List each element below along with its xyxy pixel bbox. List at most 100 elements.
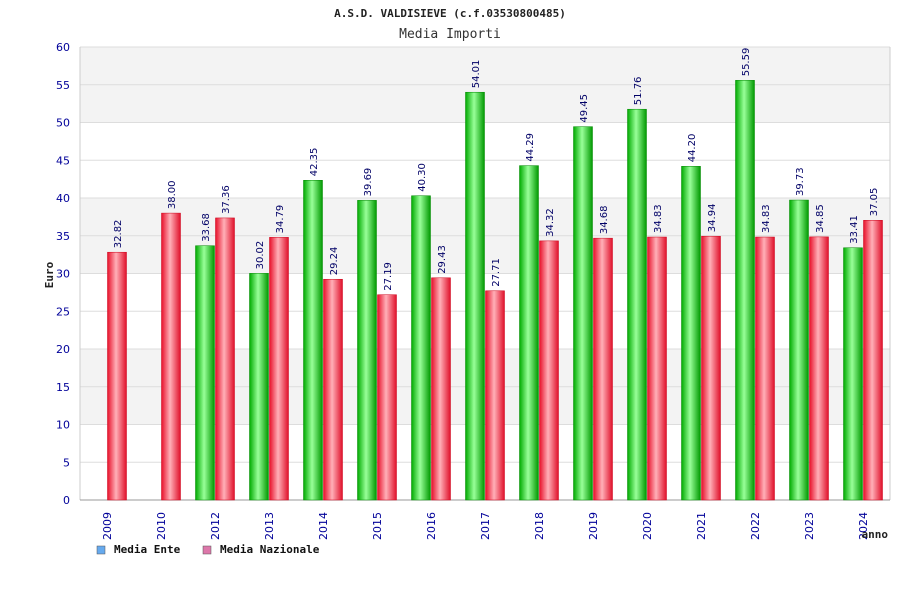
value-label: 34.68 — [599, 206, 610, 235]
x-tick-label: 2013 — [263, 512, 276, 540]
bar-media-ente-2015 — [357, 200, 377, 501]
y-tick-label: 10 — [56, 419, 70, 432]
bar-media-ente-2017 — [465, 91, 485, 501]
y-tick-label: 0 — [63, 494, 70, 507]
grid-band — [80, 235, 890, 274]
bar-media-nazionale-2014 — [323, 278, 343, 501]
grid-band — [80, 84, 890, 123]
bar-media-ente-2023 — [789, 199, 809, 501]
bar-media-nazionale-2020 — [647, 236, 667, 501]
y-tick-label: 55 — [56, 79, 70, 92]
grid-band — [80, 47, 890, 85]
bar-media-nazionale-2010 — [161, 212, 181, 501]
bar-media-ente-2012 — [195, 245, 215, 501]
bar-media-nazionale-2009 — [107, 251, 127, 501]
bar-media-ente-2024 — [843, 247, 863, 501]
value-label: 29.24 — [329, 247, 340, 276]
x-tick-label: 2023 — [803, 512, 816, 540]
legend-label-media-ente: Media Ente — [114, 543, 181, 556]
value-label: 39.69 — [363, 168, 374, 197]
x-tick-label: 2019 — [587, 512, 600, 540]
x-tick-label: 2009 — [101, 512, 114, 540]
x-tick-label: 2022 — [749, 512, 762, 540]
value-label: 32.82 — [113, 220, 124, 249]
y-tick-label: 50 — [56, 117, 70, 130]
legend: Media Ente Media Nazionale — [96, 543, 320, 556]
value-label: 27.71 — [491, 258, 502, 287]
value-label: 33.68 — [201, 213, 212, 242]
bar-media-nazionale-2022 — [755, 236, 775, 501]
y-tick-label: 35 — [56, 230, 70, 243]
value-label: 30.02 — [255, 241, 266, 270]
bar-media-ente-2022 — [735, 80, 755, 501]
value-label: 38.00 — [167, 180, 178, 209]
value-label: 55.59 — [741, 48, 752, 77]
bar-media-nazionale-2024 — [863, 220, 883, 501]
y-axis-title: Euro — [43, 261, 56, 288]
value-label: 51.76 — [633, 77, 644, 106]
value-label: 33.41 — [849, 215, 860, 244]
grid-band — [80, 198, 890, 236]
value-labels: 33.68 30.02 42.35 39.69 40.30 54.01 44.29 49.45… — [113, 48, 880, 291]
plot-frame — [79, 47, 891, 501]
y-tick-label: 45 — [56, 154, 70, 167]
x-tick-label: 2017 — [479, 512, 492, 540]
x-tick-label: 2016 — [425, 512, 438, 540]
x-axis-ticks: 2009 2010 2012 2013 2014 2015 2016 2017 2018 2019… — [101, 512, 870, 540]
value-label: 34.83 — [653, 204, 664, 233]
x-tick-label: 2012 — [209, 512, 222, 540]
value-label: 39.73 — [795, 167, 806, 196]
y-tick-label: 20 — [56, 343, 70, 356]
legend-swatch-media-ente — [96, 545, 106, 555]
bar-media-ente-2014 — [303, 180, 323, 501]
x-tick-label: 2014 — [317, 512, 330, 540]
grid-band — [80, 122, 890, 161]
bar-media-ente-2019 — [573, 126, 593, 501]
grid-band — [80, 311, 890, 349]
bar-media-nazionale-2012 — [215, 217, 235, 501]
bar-media-nazionale-2013 — [269, 237, 289, 501]
grid-band — [80, 160, 890, 198]
grid-bands — [80, 47, 890, 500]
x-axis-title: anno — [862, 528, 889, 541]
value-label: 54.01 — [471, 60, 482, 89]
value-label: 44.29 — [525, 133, 536, 162]
value-label: 34.85 — [815, 204, 826, 233]
bars — [107, 80, 883, 501]
x-tick-label: 2010 — [155, 512, 168, 540]
value-label: 34.83 — [761, 204, 772, 233]
value-label: 29.43 — [437, 245, 448, 274]
grid-band — [80, 462, 890, 500]
legend-swatch-media-nazionale — [202, 545, 212, 555]
value-label: 49.45 — [579, 94, 590, 123]
chart-subtitle: Media Importi — [399, 27, 501, 42]
bar-media-ente-2021 — [681, 166, 701, 501]
grid-band — [80, 424, 890, 463]
value-label: 44.20 — [687, 134, 698, 163]
bar-media-nazionale-2023 — [809, 236, 829, 501]
bar-media-ente-2020 — [627, 108, 647, 501]
value-label: 34.79 — [275, 205, 286, 234]
x-tick-label: 2015 — [371, 512, 384, 540]
bar-media-nazionale-2016 — [431, 277, 451, 501]
bar-media-ente-2018 — [519, 165, 539, 501]
bar-media-ente-2016 — [411, 195, 431, 501]
value-label: 37.36 — [221, 185, 232, 214]
x-tick-label: 2020 — [641, 512, 654, 540]
value-label: 27.19 — [383, 262, 394, 291]
grid-band — [80, 349, 890, 387]
value-label: 34.32 — [545, 208, 556, 237]
y-tick-label: 25 — [56, 305, 70, 318]
value-label: 42.35 — [309, 148, 320, 177]
bar-media-nazionale-2019 — [593, 237, 613, 501]
value-label: 34.94 — [707, 204, 718, 233]
bar-media-nazionale-2021 — [701, 235, 721, 501]
x-tick-label: 2021 — [695, 512, 708, 540]
y-tick-label: 5 — [63, 456, 70, 469]
bar-media-ente-2013 — [249, 273, 269, 501]
legend-label-media-nazionale: Media Nazionale — [220, 543, 320, 556]
x-tick-label: 2018 — [533, 512, 546, 540]
grid-band — [80, 386, 890, 425]
y-axis-ticks: 0 5 10 15 20 25 30 35 40 45 50 55 60 — [56, 41, 70, 507]
